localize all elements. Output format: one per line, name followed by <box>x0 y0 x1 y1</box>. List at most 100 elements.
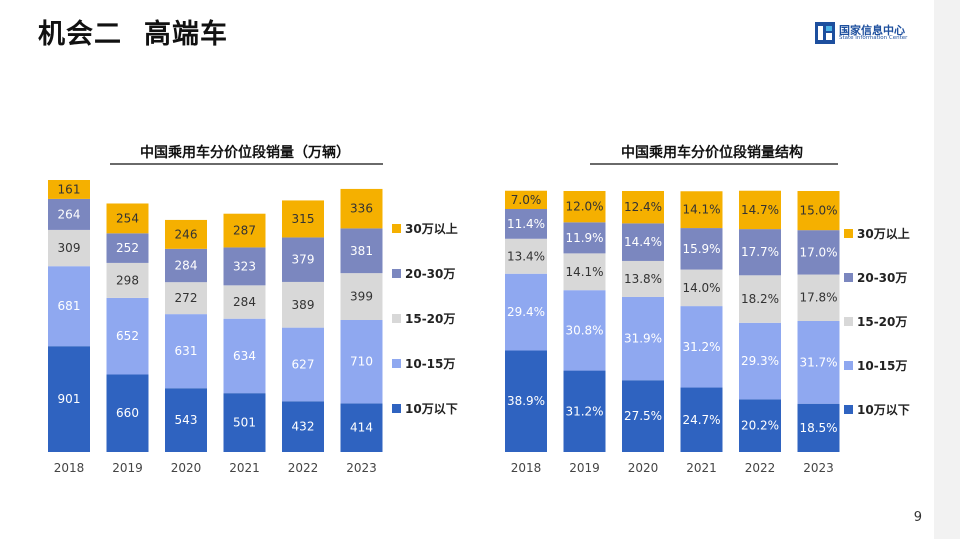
bar-segment-10-15万-2021 <box>223 318 266 394</box>
bar-segment-30万以上-2021 <box>223 213 266 248</box>
bar-segment-10万以下-2019 <box>563 370 606 452</box>
legend-swatch <box>844 361 853 370</box>
data-label: 17.7% <box>741 245 779 259</box>
data-label: 710 <box>350 355 373 369</box>
bar-segment-15-20万-2023 <box>340 273 383 320</box>
bar-segment-15-20万-2021 <box>223 285 266 319</box>
bar-segment-30万以上-2022 <box>282 200 324 238</box>
bar-segment-15-20万-2018 <box>505 238 547 274</box>
bar-segment-20-30万-2020 <box>165 248 207 283</box>
data-label: 29.4% <box>507 305 545 319</box>
data-label: 379 <box>292 253 315 267</box>
data-label: 315 <box>292 212 315 226</box>
bar-segment-10-15万-2023 <box>797 320 840 404</box>
bar-segment-30万以上-2020 <box>622 191 664 224</box>
bar-segment-15-20万-2023 <box>797 274 840 321</box>
x-tick-label: 2023 <box>803 461 834 475</box>
data-label: 14.7% <box>741 203 779 217</box>
data-label: 323 <box>233 259 256 273</box>
bar-segment-20-30万-2022 <box>739 229 781 276</box>
bar-segment-10万以下-2020 <box>622 380 664 452</box>
legend-label: 10万以下 <box>857 403 910 417</box>
title-part2: 高端车 <box>144 19 228 50</box>
bar-segment-10万以下-2023 <box>340 403 383 452</box>
data-label: 17.8% <box>799 291 837 305</box>
data-label: 389 <box>292 298 315 312</box>
bar-segment-15-20万-2019 <box>106 262 149 298</box>
bar-segment-10万以下-2023 <box>797 403 840 452</box>
data-label: 309 <box>58 241 81 255</box>
data-label: 31.7% <box>799 355 837 369</box>
data-label: 12.4% <box>624 200 662 214</box>
bar-segment-20-30万-2021 <box>223 247 266 286</box>
bar-segment-30万以上-2023 <box>797 191 840 231</box>
data-label: 29.3% <box>741 354 779 368</box>
legend-label: 30万以上 <box>405 221 458 236</box>
bar-segment-15-20万-2018 <box>48 229 90 267</box>
data-label: 11.4% <box>507 217 545 231</box>
x-tick-label: 2018 <box>54 461 85 475</box>
data-label: 660 <box>116 406 139 420</box>
x-tick-label: 2020 <box>171 461 202 475</box>
legend-swatch <box>392 359 401 368</box>
bar-segment-30万以上-2023 <box>340 188 383 229</box>
data-label: 284 <box>233 295 256 309</box>
data-label: 414 <box>350 421 373 435</box>
legend-label: 10万以下 <box>405 402 458 416</box>
data-label: 272 <box>175 291 198 305</box>
bar-segment-30万以上-2019 <box>106 203 149 234</box>
bar-segment-10-15万-2018 <box>505 273 547 351</box>
bar-segment-10万以下-2022 <box>739 399 781 452</box>
bar-segment-10万以下-2018 <box>505 350 547 452</box>
legend-swatch <box>392 314 401 323</box>
legend-swatch <box>392 224 401 233</box>
data-label: 681 <box>58 299 81 313</box>
chart-title: 中国乘用车分价位段销量（万辆） <box>140 144 350 161</box>
data-label: 31.9% <box>624 332 662 346</box>
logo: 国家信息中心 State Information Center <box>815 22 935 48</box>
data-label: 31.2% <box>682 340 720 354</box>
legend-swatch <box>392 269 401 278</box>
bar-segment-20-30万-2019 <box>106 233 149 263</box>
bar-segment-30万以上-2022 <box>739 190 781 230</box>
data-label: 13.8% <box>624 272 662 286</box>
legend-swatch <box>392 404 401 413</box>
data-label: 27.5% <box>624 409 662 423</box>
bar-segment-10-15万-2022 <box>739 322 781 400</box>
data-label: 284 <box>175 258 198 272</box>
bar-segment-20-30万-2020 <box>622 223 664 261</box>
data-label: 17.0% <box>799 245 837 259</box>
logo-org-name: 国家信息中心 <box>839 24 905 37</box>
bar-segment-30万以上-2018 <box>48 180 90 199</box>
x-tick-label: 2019 <box>112 461 143 475</box>
data-label: 38.9% <box>507 394 545 408</box>
bar-segment-15-20万-2020 <box>165 282 207 315</box>
data-label: 252 <box>116 241 139 255</box>
bar-segment-15-20万-2022 <box>282 281 324 328</box>
bar-segment-20-30万-2018 <box>505 209 547 239</box>
data-label: 18.5% <box>799 421 837 435</box>
chart-sales-volume: 中国乘用车分价位段销量（万辆） 901 681 309 264 161 2018 660 652… <box>48 144 458 475</box>
slide-title: 机会二 高端车 <box>38 12 228 51</box>
data-label: 543 <box>175 413 198 427</box>
bar-segment-10-15万-2023 <box>340 319 383 404</box>
data-label: 652 <box>116 329 139 343</box>
data-label: 15.9% <box>682 242 720 256</box>
data-label: 432 <box>292 420 315 434</box>
data-label: 7.0% <box>511 193 542 207</box>
data-label: 901 <box>58 392 81 406</box>
bar-segment-10万以下-2019 <box>106 374 149 452</box>
bar-segment-10万以下-2021 <box>680 387 723 452</box>
data-label: 14.4% <box>624 235 662 249</box>
legend-swatch <box>844 405 853 414</box>
data-label: 14.1% <box>682 203 720 217</box>
data-label: 381 <box>350 244 373 258</box>
title-part1: 机会二 <box>38 19 122 50</box>
data-label: 627 <box>292 357 315 371</box>
bar-segment-10-15万-2022 <box>282 327 324 402</box>
bar-segment-10万以下-2020 <box>165 388 207 452</box>
bar-segment-30万以上-2021 <box>680 191 723 229</box>
legend-label: 20-30万 <box>857 271 907 285</box>
right-edge-strip <box>934 0 960 539</box>
legend-label: 20-30万 <box>405 267 455 281</box>
